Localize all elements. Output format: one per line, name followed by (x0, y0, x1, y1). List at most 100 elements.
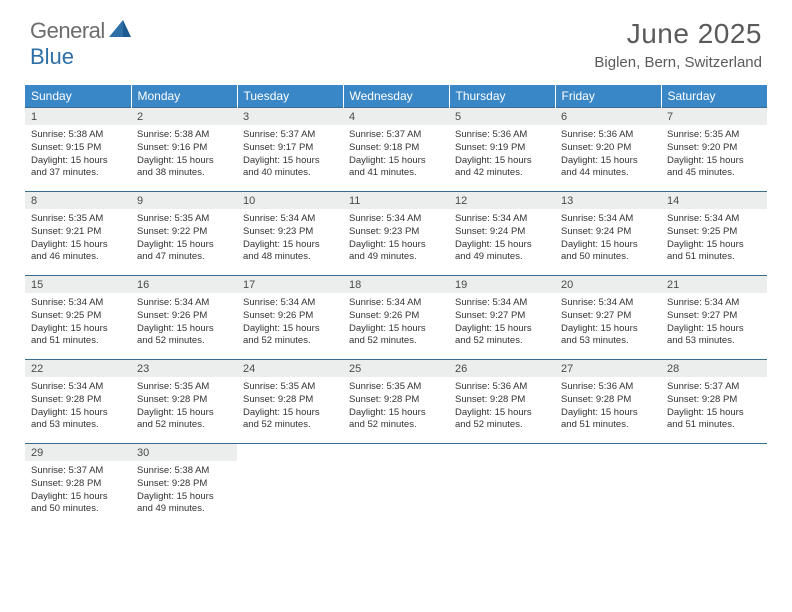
sunrise-line: Sunrise: 5:38 AM (137, 465, 231, 478)
calendar-cell: 12Sunrise: 5:34 AMSunset: 9:24 PMDayligh… (449, 192, 555, 276)
daylight-line-2: and 46 minutes. (31, 251, 125, 264)
daylight-line-2: and 50 minutes. (31, 503, 125, 516)
weekday-header: Saturday (661, 85, 767, 108)
daylight-line-1: Daylight: 15 hours (243, 239, 337, 252)
daylight-line-1: Daylight: 15 hours (667, 323, 761, 336)
day-number: 9 (131, 192, 237, 210)
calendar-body: 1Sunrise: 5:38 AMSunset: 9:15 PMDaylight… (25, 108, 767, 528)
location-subtitle: Biglen, Bern, Switzerland (594, 54, 762, 71)
sunset-line: Sunset: 9:27 PM (667, 310, 761, 323)
calendar-cell: 9Sunrise: 5:35 AMSunset: 9:22 PMDaylight… (131, 192, 237, 276)
day-number: 21 (661, 276, 767, 294)
sunrise-line: Sunrise: 5:35 AM (137, 213, 231, 226)
daylight-line-2: and 52 minutes. (349, 419, 443, 432)
sunset-line: Sunset: 9:26 PM (243, 310, 337, 323)
daylight-line-2: and 51 minutes. (31, 335, 125, 348)
day-details: Sunrise: 5:35 AMSunset: 9:22 PMDaylight:… (131, 210, 237, 268)
daylight-line-1: Daylight: 15 hours (561, 407, 655, 420)
sunrise-line: Sunrise: 5:34 AM (561, 297, 655, 310)
calendar-cell: 26Sunrise: 5:36 AMSunset: 9:28 PMDayligh… (449, 360, 555, 444)
sunset-line: Sunset: 9:19 PM (455, 142, 549, 155)
daylight-line-1: Daylight: 15 hours (455, 407, 549, 420)
daylight-line-1: Daylight: 15 hours (561, 239, 655, 252)
daylight-line-2: and 51 minutes. (667, 419, 761, 432)
day-number: 12 (449, 192, 555, 210)
day-details: Sunrise: 5:34 AMSunset: 9:23 PMDaylight:… (343, 210, 449, 268)
day-number: 16 (131, 276, 237, 294)
daylight-line-2: and 38 minutes. (137, 167, 231, 180)
sunset-line: Sunset: 9:23 PM (349, 226, 443, 239)
day-number: 24 (237, 360, 343, 378)
weekday-header: Wednesday (343, 85, 449, 108)
sunset-line: Sunset: 9:15 PM (31, 142, 125, 155)
page-header: General June 2025 Biglen, Bern, Switzerl… (0, 0, 792, 79)
sunset-line: Sunset: 9:21 PM (31, 226, 125, 239)
sunset-line: Sunset: 9:20 PM (561, 142, 655, 155)
daylight-line-2: and 52 minutes. (455, 335, 549, 348)
sunset-line: Sunset: 9:18 PM (349, 142, 443, 155)
brand-word-2-wrap: Blue (30, 44, 74, 70)
calendar-cell: 5Sunrise: 5:36 AMSunset: 9:19 PMDaylight… (449, 108, 555, 192)
day-details: Sunrise: 5:34 AMSunset: 9:27 PMDaylight:… (661, 294, 767, 352)
day-details: Sunrise: 5:38 AMSunset: 9:28 PMDaylight:… (131, 462, 237, 520)
sunset-line: Sunset: 9:20 PM (667, 142, 761, 155)
calendar-cell: 2Sunrise: 5:38 AMSunset: 9:16 PMDaylight… (131, 108, 237, 192)
day-details: Sunrise: 5:35 AMSunset: 9:28 PMDaylight:… (237, 378, 343, 436)
day-details: Sunrise: 5:37 AMSunset: 9:28 PMDaylight:… (661, 378, 767, 436)
calendar-cell: 30Sunrise: 5:38 AMSunset: 9:28 PMDayligh… (131, 444, 237, 528)
sunrise-line: Sunrise: 5:34 AM (667, 213, 761, 226)
sunrise-line: Sunrise: 5:34 AM (31, 381, 125, 394)
day-number: 13 (555, 192, 661, 210)
day-number: 8 (25, 192, 131, 210)
sunrise-line: Sunrise: 5:34 AM (349, 297, 443, 310)
daylight-line-1: Daylight: 15 hours (455, 239, 549, 252)
day-details: Sunrise: 5:35 AMSunset: 9:28 PMDaylight:… (131, 378, 237, 436)
calendar-cell (343, 444, 449, 528)
daylight-line-1: Daylight: 15 hours (349, 239, 443, 252)
daylight-line-1: Daylight: 15 hours (137, 155, 231, 168)
sunrise-line: Sunrise: 5:34 AM (137, 297, 231, 310)
day-number: 5 (449, 108, 555, 126)
calendar-cell: 11Sunrise: 5:34 AMSunset: 9:23 PMDayligh… (343, 192, 449, 276)
sunrise-line: Sunrise: 5:34 AM (667, 297, 761, 310)
sunset-line: Sunset: 9:25 PM (31, 310, 125, 323)
calendar-cell: 21Sunrise: 5:34 AMSunset: 9:27 PMDayligh… (661, 276, 767, 360)
day-details: Sunrise: 5:34 AMSunset: 9:28 PMDaylight:… (25, 378, 131, 436)
sunrise-line: Sunrise: 5:34 AM (455, 297, 549, 310)
calendar-cell: 18Sunrise: 5:34 AMSunset: 9:26 PMDayligh… (343, 276, 449, 360)
day-details: Sunrise: 5:37 AMSunset: 9:17 PMDaylight:… (237, 126, 343, 184)
day-details: Sunrise: 5:36 AMSunset: 9:28 PMDaylight:… (555, 378, 661, 436)
day-number: 20 (555, 276, 661, 294)
daylight-line-2: and 40 minutes. (243, 167, 337, 180)
day-number: 4 (343, 108, 449, 126)
sunset-line: Sunset: 9:17 PM (243, 142, 337, 155)
calendar-cell: 20Sunrise: 5:34 AMSunset: 9:27 PMDayligh… (555, 276, 661, 360)
daylight-line-1: Daylight: 15 hours (31, 239, 125, 252)
sunrise-line: Sunrise: 5:36 AM (455, 381, 549, 394)
sunset-line: Sunset: 9:28 PM (243, 394, 337, 407)
daylight-line-2: and 50 minutes. (561, 251, 655, 264)
calendar-cell: 24Sunrise: 5:35 AMSunset: 9:28 PMDayligh… (237, 360, 343, 444)
daylight-line-2: and 37 minutes. (31, 167, 125, 180)
sunset-line: Sunset: 9:27 PM (455, 310, 549, 323)
sunset-line: Sunset: 9:24 PM (561, 226, 655, 239)
day-details: Sunrise: 5:34 AMSunset: 9:23 PMDaylight:… (237, 210, 343, 268)
calendar-header-row: SundayMondayTuesdayWednesdayThursdayFrid… (25, 85, 767, 108)
daylight-line-1: Daylight: 15 hours (137, 491, 231, 504)
day-details: Sunrise: 5:35 AMSunset: 9:28 PMDaylight:… (343, 378, 449, 436)
day-number: 2 (131, 108, 237, 126)
sunrise-line: Sunrise: 5:34 AM (243, 213, 337, 226)
day-details: Sunrise: 5:36 AMSunset: 9:20 PMDaylight:… (555, 126, 661, 184)
daylight-line-1: Daylight: 15 hours (561, 323, 655, 336)
daylight-line-2: and 52 minutes. (349, 335, 443, 348)
sunset-line: Sunset: 9:26 PM (349, 310, 443, 323)
calendar-cell: 29Sunrise: 5:37 AMSunset: 9:28 PMDayligh… (25, 444, 131, 528)
day-number: 23 (131, 360, 237, 378)
calendar-cell: 6Sunrise: 5:36 AMSunset: 9:20 PMDaylight… (555, 108, 661, 192)
weekday-header: Sunday (25, 85, 131, 108)
daylight-line-1: Daylight: 15 hours (243, 155, 337, 168)
sunset-line: Sunset: 9:28 PM (667, 394, 761, 407)
calendar-cell: 14Sunrise: 5:34 AMSunset: 9:25 PMDayligh… (661, 192, 767, 276)
daylight-line-2: and 49 minutes. (349, 251, 443, 264)
calendar-cell: 27Sunrise: 5:36 AMSunset: 9:28 PMDayligh… (555, 360, 661, 444)
